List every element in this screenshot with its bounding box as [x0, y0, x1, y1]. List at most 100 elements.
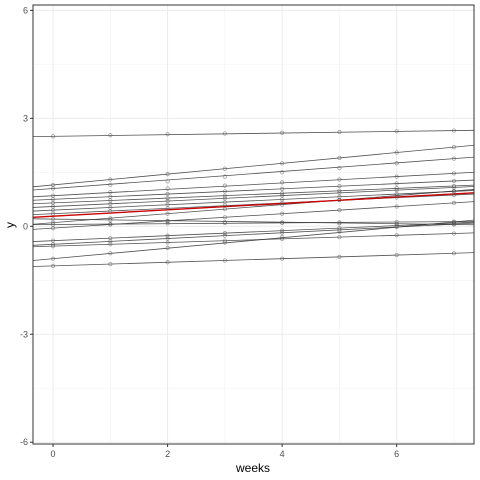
- series-line: [32, 219, 475, 261]
- series-line: [32, 221, 475, 242]
- data-point: [280, 230, 285, 235]
- data-point: [222, 219, 227, 225]
- data-point: [222, 193, 227, 198]
- data-point: [165, 233, 170, 238]
- data-point: [451, 222, 457, 227]
- data-point: [108, 261, 113, 267]
- data-point: [451, 156, 457, 161]
- data-point: [451, 171, 457, 176]
- data-point: [50, 222, 56, 227]
- data-point: [222, 206, 227, 212]
- data-point: [394, 222, 399, 227]
- series-line: [32, 221, 475, 226]
- series-line: [32, 129, 475, 138]
- data-point: [337, 197, 342, 203]
- data-point: [165, 236, 170, 241]
- series-lines: [32, 129, 475, 267]
- data-point: [222, 166, 227, 171]
- y-tick-label: 3: [23, 113, 28, 123]
- data-point: [165, 211, 170, 216]
- data-point: [280, 200, 285, 206]
- mean-trend-line: [32, 192, 475, 219]
- plot-panel-border: [32, 4, 475, 445]
- data-point: [108, 239, 113, 244]
- data-point: [165, 172, 170, 177]
- data-point: [451, 231, 457, 236]
- data-point: [394, 174, 399, 179]
- data-point: [280, 236, 285, 241]
- data-point: [165, 179, 170, 184]
- data-point: [222, 240, 227, 245]
- series-line: [32, 218, 475, 226]
- series-line: [32, 144, 475, 188]
- data-point: [394, 129, 399, 134]
- data-point: [108, 242, 113, 247]
- data-point: [165, 132, 170, 137]
- data-point: [165, 196, 170, 201]
- data-point: [451, 145, 457, 150]
- y-tick-label: 0: [23, 221, 28, 231]
- data-point: [50, 263, 56, 268]
- data-point: [280, 161, 285, 166]
- y-axis-title: y: [3, 222, 17, 228]
- data-point: [451, 200, 457, 206]
- series-line: [32, 252, 475, 267]
- data-point: [394, 233, 399, 238]
- data-point: [280, 211, 285, 216]
- data-point: [337, 254, 342, 259]
- x-tick-label: 6: [394, 449, 399, 459]
- x-tick-label: 4: [280, 449, 285, 459]
- data-point: [222, 231, 227, 236]
- data-point: [394, 150, 399, 155]
- data-point: [222, 215, 227, 220]
- data-point: [337, 165, 342, 171]
- data-point: [50, 243, 56, 249]
- series-line: [32, 156, 475, 191]
- data-point: [222, 233, 227, 238]
- data-point: [280, 193, 285, 198]
- data-point: [280, 220, 285, 225]
- data-point: [108, 209, 113, 214]
- data-point: [222, 131, 227, 136]
- data-point: [451, 251, 457, 256]
- data-point: [108, 222, 113, 227]
- data-point: [337, 190, 342, 195]
- series-line: [32, 179, 475, 201]
- data-point: [50, 186, 56, 191]
- data-point: [280, 170, 285, 175]
- y-axis: -6 -3 0 3 6: [20, 5, 33, 447]
- data-point: [108, 133, 113, 138]
- series-line: [32, 232, 475, 248]
- data-point: [337, 129, 342, 135]
- y-tick-label: -3: [20, 329, 28, 339]
- data-point: [222, 238, 227, 243]
- data-point: [50, 134, 56, 139]
- data-point: [165, 219, 170, 224]
- series-line: [32, 190, 475, 212]
- data-point: [394, 224, 399, 229]
- data-point: [337, 177, 342, 182]
- data-point: [394, 252, 399, 258]
- series-line: [32, 189, 475, 225]
- series-line: [32, 201, 475, 230]
- y-tick-label: 6: [23, 5, 28, 15]
- data-point: [108, 182, 113, 188]
- data-point: [165, 221, 170, 226]
- data-point: [337, 155, 342, 161]
- data-point: [165, 260, 170, 265]
- data-point: [280, 180, 285, 185]
- series-line: [32, 186, 475, 208]
- data-point: [337, 188, 342, 193]
- data-point: [222, 258, 227, 263]
- data-point: [222, 196, 227, 201]
- series-points: [50, 128, 457, 268]
- data-point: [451, 188, 457, 194]
- data-point: [222, 174, 227, 179]
- data-point: [50, 211, 56, 216]
- series-line: [32, 184, 475, 205]
- data-point: [280, 191, 285, 196]
- data-point: [280, 234, 285, 240]
- x-axis: 0 2 4 6: [51, 444, 399, 459]
- data-point: [451, 219, 457, 225]
- y-tick-label: -6: [20, 437, 28, 447]
